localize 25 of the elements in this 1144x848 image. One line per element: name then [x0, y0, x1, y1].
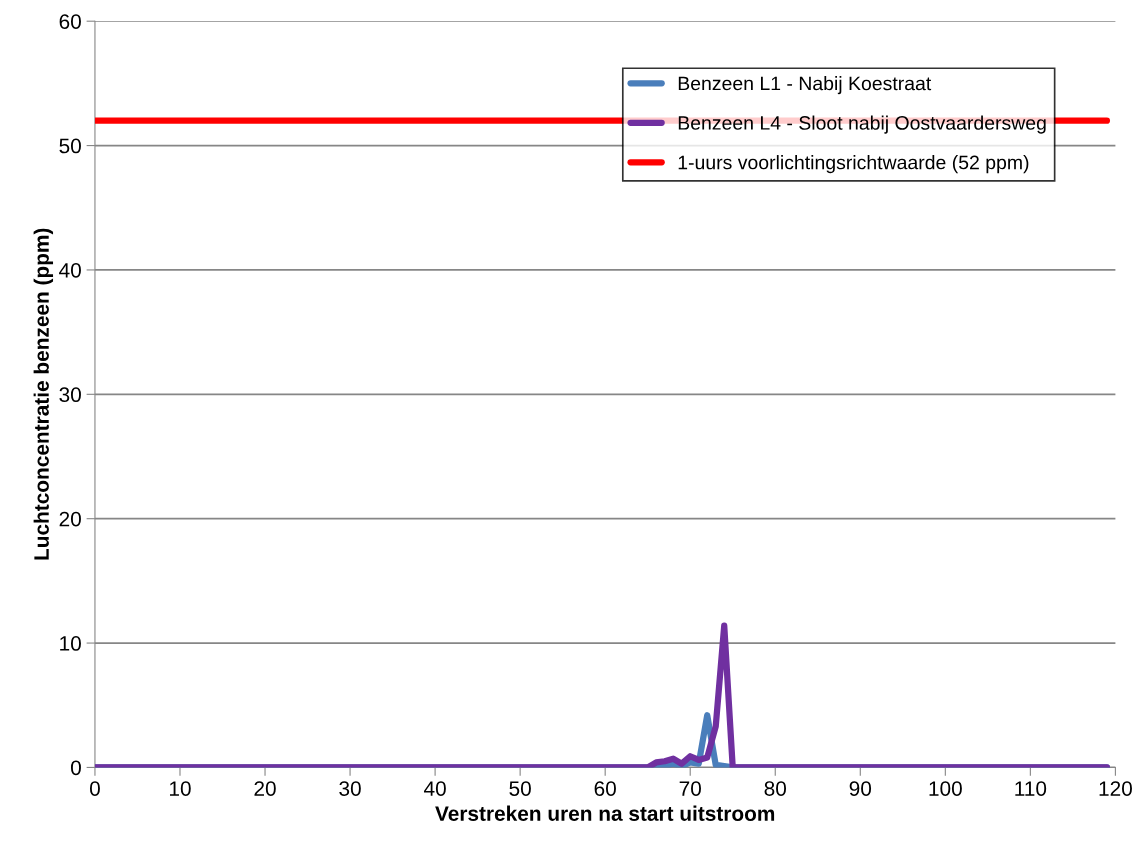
x-tick-label: 70 — [679, 781, 701, 796]
legend-label: Benzeen L1 - Nabij Koestraat — [678, 76, 932, 95]
x-tick-label: 40 — [423, 781, 446, 796]
y-tick-label: 60 — [59, 14, 81, 29]
legend-label: 1-uurs voorlichtingsrichtwaarde (52 ppm) — [678, 155, 1029, 174]
x-axis-title: Verstreken uren na start uitstroom — [435, 805, 775, 821]
x-tick-label: 20 — [254, 781, 276, 796]
x-tick-label: 90 — [849, 781, 872, 796]
y-tick-label: 10 — [60, 636, 81, 651]
y-tick-label: 30 — [59, 387, 81, 403]
x-tick-label: 110 — [1015, 781, 1047, 796]
x-tick-label: 60 — [594, 781, 616, 796]
x-tick-label: 80 — [764, 781, 787, 796]
y-axis-title: Luchtconcentratie benzeen (ppm) — [33, 228, 54, 560]
x-tick-label: 0 — [89, 781, 100, 796]
y-tick-label: 50 — [59, 138, 81, 154]
x-tick-label: 10 — [169, 781, 191, 796]
x-tick-label: 30 — [339, 781, 361, 796]
x-tick-label: 50 — [509, 781, 531, 796]
y-tick-label: 0 — [70, 760, 81, 776]
x-tick-label: 120 — [1099, 781, 1132, 796]
x-tick-label: 100 — [929, 781, 962, 796]
legend-label: Benzeen L4 - Sloot nabij Oostvaardersweg — [678, 115, 1046, 134]
y-tick-label: 40 — [59, 262, 81, 278]
y-tick-label: 20 — [59, 511, 81, 527]
